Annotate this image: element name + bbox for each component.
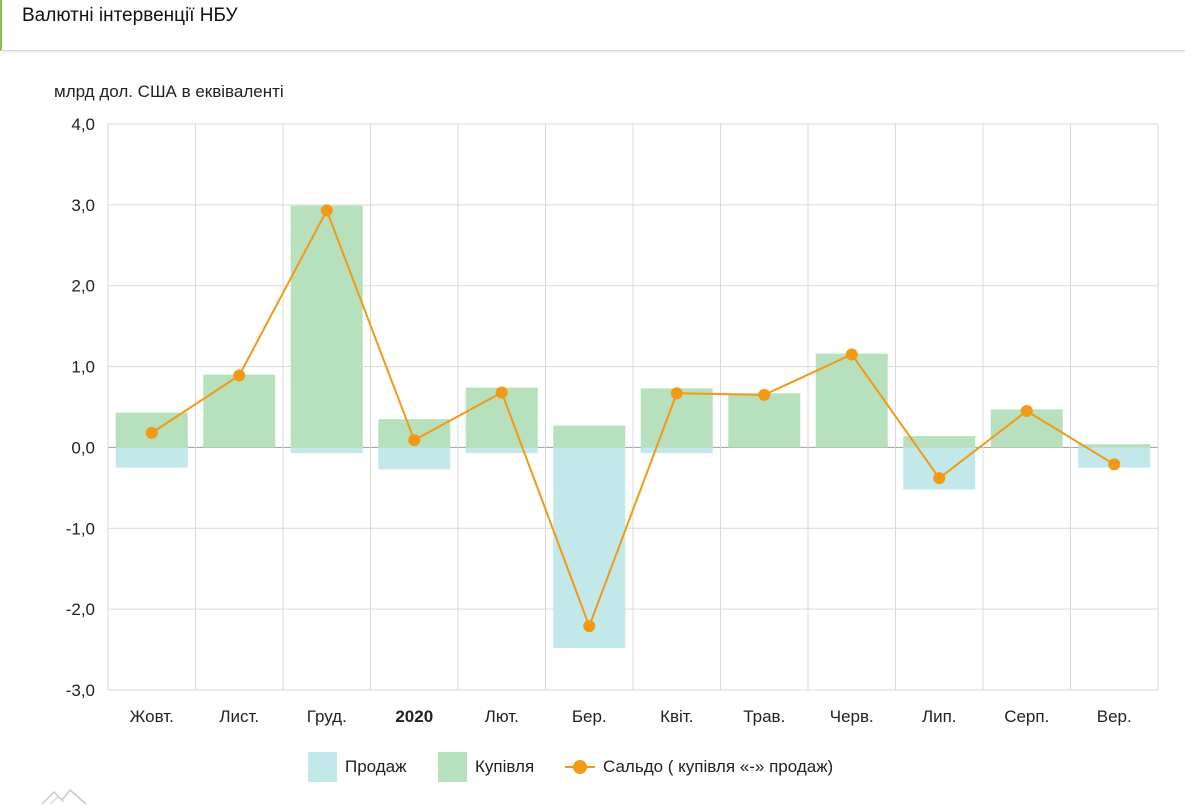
legend-swatch-sales (308, 752, 337, 782)
x-tick-label: Жовт. (130, 707, 174, 726)
y-tick-label: 4,0 (71, 115, 95, 134)
balance-point (1108, 458, 1121, 471)
legend-item-balance[interactable]: Сальдо ( купівля «-» продаж) (565, 752, 833, 782)
balance-point (933, 472, 946, 485)
balance-point (233, 369, 246, 382)
x-tick-label: Бер. (572, 707, 607, 726)
x-tick-label: Лист. (219, 707, 259, 726)
bar-purchases (815, 353, 888, 448)
legend-item-purchases[interactable]: Купівля (438, 752, 534, 782)
y-axis-unit-label: млрд дол. США в еквіваленті (54, 82, 284, 101)
legend-swatch-purchases (438, 752, 467, 782)
legend-label-balance: Сальдо ( купівля «-» продаж) (603, 757, 834, 776)
balance-point (583, 620, 596, 633)
x-tick-label: Квіт. (660, 707, 693, 726)
balance-point (845, 348, 858, 361)
bar-purchases (728, 393, 801, 448)
chart-title: Валютні інтервенції НБУ (22, 5, 238, 26)
balance-point (758, 388, 771, 401)
bar-purchases (1078, 444, 1151, 448)
legend-label-purchases: Купівля (475, 757, 535, 776)
bar-purchases (553, 425, 626, 448)
balance-line (151, 209, 1115, 628)
y-tick-label: -2,0 (66, 600, 95, 619)
bar-sales (378, 447, 451, 470)
x-tick-label: Серп. (1004, 707, 1049, 726)
x-tick-label: Груд. (307, 707, 347, 726)
y-tick-label: 3,0 (71, 196, 95, 215)
chart-header: Валютні інтервенції НБУ (0, 0, 1185, 51)
chart-legend: Продаж Купівля Сальдо ( купівля «-» прод… (0, 752, 1185, 782)
balance-point (145, 426, 158, 439)
x-tick-label: Вер. (1097, 707, 1132, 726)
y-tick-label: 0,0 (71, 438, 95, 457)
intervention-chart: 4,0 3,0 2,0 1,0 0,0 -1,0 -2,0 -3,0 Жовт. Лист. Гру… (66, 115, 1159, 726)
legend-label-sales: Продаж (345, 757, 407, 776)
bar-purchases (203, 374, 276, 448)
bar-sales (465, 447, 538, 454)
x-tick-label: Черв. (830, 707, 874, 726)
balance-point (408, 434, 421, 447)
legend-line-balance-icon (565, 752, 595, 782)
y-tick-label: -1,0 (66, 519, 95, 538)
bar-sales (553, 447, 626, 648)
y-tick-label: -3,0 (66, 681, 95, 700)
balance-point (320, 204, 333, 217)
bar-purchases (903, 436, 976, 448)
mountain-logo-icon (41, 788, 87, 805)
x-tick-label: Лют. (485, 707, 519, 726)
bar-sales (115, 447, 188, 468)
y-tick-label: 2,0 (71, 277, 95, 296)
x-tick-label: Лип. (922, 707, 957, 726)
x-tick-label: Трав. (743, 707, 785, 726)
bar-purchases (290, 205, 363, 448)
legend-item-sales[interactable]: Продаж (308, 752, 407, 782)
y-tick-label: 1,0 (71, 358, 95, 377)
bar-sales (290, 447, 363, 454)
balance-point (1020, 405, 1033, 418)
balance-point (495, 386, 508, 399)
bar-sales (640, 447, 713, 454)
x-tick-label: 2020 (395, 707, 433, 726)
balance-point (670, 387, 683, 400)
